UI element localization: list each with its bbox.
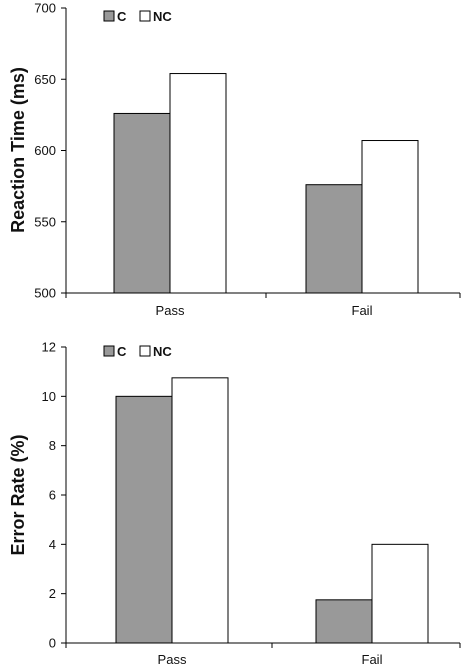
legend-swatch-c [103, 10, 115, 22]
x-tick-label: Fail [352, 303, 373, 318]
y-tick-label: 550 [34, 214, 56, 229]
y-tick-label: 650 [34, 72, 56, 87]
bar-c-pass [113, 112, 171, 294]
y-tick-label: 10 [42, 389, 56, 404]
bar-nc-fail [361, 140, 419, 294]
x-tick-label: Pass [158, 652, 187, 667]
legend-label-nc: NC [153, 9, 172, 24]
bar-nc-fail [371, 543, 429, 644]
chart-panel-1: Pass Fail 500 550 600 650 700 Reaction Time (ms… [8, 1, 461, 318]
bar-c-fail [305, 184, 363, 294]
legend-swatch-nc [139, 10, 151, 22]
y-tick-label: 12 [42, 340, 56, 355]
chart-panel-2: Pass Fail 0 2 4 6 8 10 12 Error Rate (%) C NC [8, 340, 461, 667]
y-tick-label: 500 [34, 286, 56, 301]
bar-c-pass [115, 395, 173, 644]
x-tick-label: Fail [362, 652, 383, 667]
y-tick-label: 2 [49, 586, 56, 601]
y-tick-label: 8 [49, 438, 56, 453]
y-axis-title: Reaction Time (ms) [8, 67, 28, 233]
legend: C NC [103, 9, 172, 24]
x-tick-label: Pass [156, 303, 185, 318]
legend: C NC [103, 344, 172, 359]
bar-nc-pass [169, 73, 227, 294]
y-tick-label: 6 [49, 488, 56, 503]
legend-swatch-c [103, 345, 115, 357]
legend-swatch-nc [139, 345, 151, 357]
y-tick-label: 600 [34, 143, 56, 158]
y-tick-label: 4 [49, 537, 56, 552]
legend-label-nc: NC [153, 344, 172, 359]
legend-label-c: C [117, 9, 127, 24]
y-tick-label: 700 [34, 1, 56, 16]
y-tick-label: 0 [49, 636, 56, 651]
legend-label-c: C [117, 344, 127, 359]
bar-nc-pass [171, 377, 229, 644]
bar-c-fail [315, 599, 373, 644]
y-axis-title: Error Rate (%) [8, 434, 28, 555]
